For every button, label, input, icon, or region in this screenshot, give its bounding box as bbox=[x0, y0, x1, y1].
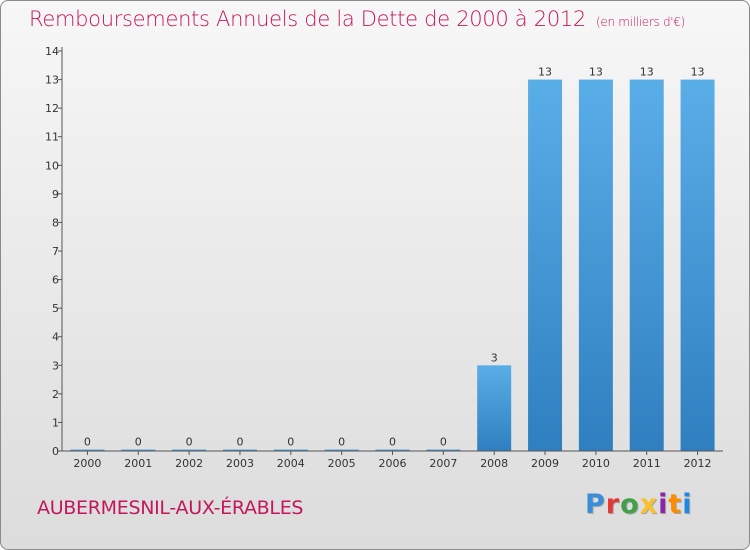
y-tick-label: 11 bbox=[45, 131, 59, 144]
y-tick-label: 7 bbox=[52, 245, 59, 258]
bar-2009 bbox=[528, 79, 563, 452]
y-tick-label: 8 bbox=[52, 216, 59, 229]
y-tick-label: 0 bbox=[52, 445, 59, 458]
logo-letter: o bbox=[620, 489, 640, 520]
data-label-2006: 0 bbox=[389, 436, 396, 449]
data-label-2005: 0 bbox=[338, 436, 345, 449]
x-tick-label-2012: 2012 bbox=[684, 457, 712, 470]
logo-letter: r bbox=[605, 489, 621, 520]
x-tick-label-2008: 2008 bbox=[480, 457, 508, 470]
x-tick-label-2000: 2000 bbox=[73, 457, 101, 470]
data-label-2009: 13 bbox=[538, 66, 552, 79]
y-tick-label: 5 bbox=[52, 302, 59, 315]
y-tick-label: 12 bbox=[45, 102, 59, 115]
x-tick-label-2010: 2010 bbox=[582, 457, 610, 470]
x-tick-label-2002: 2002 bbox=[175, 457, 203, 470]
commune-name: AUBERMESNIL-AUX-ÉRABLES bbox=[37, 497, 304, 519]
bar-2000 bbox=[70, 449, 105, 451]
y-tick-label: 13 bbox=[45, 74, 59, 87]
data-label-2010: 13 bbox=[589, 66, 603, 79]
x-tick-label-2003: 2003 bbox=[226, 457, 254, 470]
bar-2006 bbox=[375, 449, 410, 451]
bar-2004 bbox=[273, 449, 308, 451]
bar-2005 bbox=[324, 449, 359, 451]
data-label-2011: 13 bbox=[640, 66, 654, 79]
y-tick-label: 9 bbox=[52, 188, 59, 201]
x-tick-label-2006: 2006 bbox=[379, 457, 407, 470]
data-label-2002: 0 bbox=[186, 436, 193, 449]
data-label-2003: 0 bbox=[236, 436, 243, 449]
x-tick-label-2007: 2007 bbox=[429, 457, 457, 470]
data-label-2008: 3 bbox=[491, 351, 498, 364]
bar-2012 bbox=[680, 79, 715, 452]
data-label-2012: 13 bbox=[691, 66, 705, 79]
y-tick-label: 6 bbox=[52, 274, 59, 287]
bar-2002 bbox=[172, 449, 207, 451]
bar-2001 bbox=[121, 449, 156, 451]
y-tick-label: 14 bbox=[45, 45, 59, 58]
data-label-2004: 0 bbox=[287, 436, 294, 449]
y-tick-label: 10 bbox=[45, 159, 59, 172]
x-tick-label-2011: 2011 bbox=[633, 457, 661, 470]
logo-letter: t bbox=[668, 489, 683, 520]
y-tick-label: 3 bbox=[52, 359, 59, 372]
bar-2003 bbox=[222, 449, 257, 451]
chart-unit: (en milliers d'€) bbox=[596, 15, 686, 29]
chart-title-text: Remboursements Annuels de la Dette de 20… bbox=[29, 7, 586, 31]
bar-2007 bbox=[426, 449, 461, 451]
y-tick-label: 1 bbox=[52, 416, 59, 429]
x-tick-label-2001: 2001 bbox=[124, 457, 152, 470]
proxiti-logo: Proxiti bbox=[585, 489, 693, 520]
logo-letter: i bbox=[682, 489, 693, 520]
chart-title: Remboursements Annuels de la Dette de 20… bbox=[29, 7, 685, 31]
data-label-2000: 0 bbox=[84, 436, 91, 449]
logo-letter: P bbox=[585, 489, 606, 520]
y-tick-label: 4 bbox=[52, 331, 59, 344]
bar-2010 bbox=[578, 79, 613, 452]
logo-letter: x bbox=[639, 489, 659, 520]
data-label-2007: 0 bbox=[440, 436, 447, 449]
bar-2008 bbox=[477, 365, 512, 451]
x-tick-label-2004: 2004 bbox=[277, 457, 305, 470]
y-tick-label: 2 bbox=[52, 388, 59, 401]
logo-letter: i bbox=[658, 489, 669, 520]
data-label-2001: 0 bbox=[135, 436, 142, 449]
x-tick-label-2005: 2005 bbox=[328, 457, 356, 470]
x-tick-label-2009: 2009 bbox=[531, 457, 559, 470]
bar-2011 bbox=[629, 79, 664, 452]
